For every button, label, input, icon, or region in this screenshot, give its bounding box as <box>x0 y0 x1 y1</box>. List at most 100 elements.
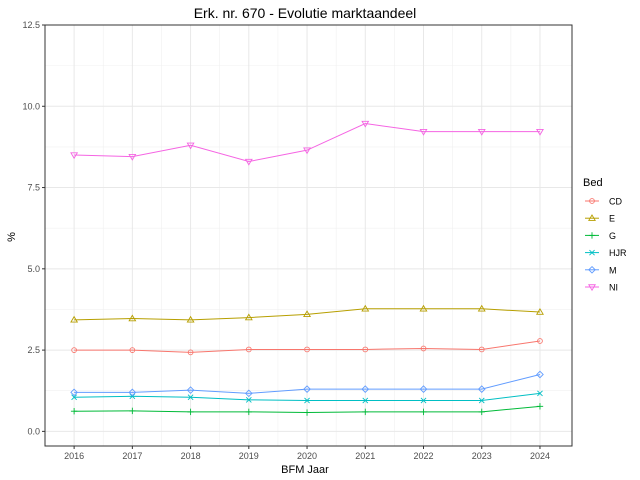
data-point-ni <box>535 128 544 136</box>
legend-title: Bed <box>583 177 603 189</box>
y-tick-label: 5.0 <box>27 264 40 274</box>
data-point-hjr <box>362 397 369 404</box>
legend-marker <box>588 265 596 274</box>
data-point-cd <box>537 338 543 344</box>
data-point-ni <box>477 128 486 136</box>
data-point-m <box>361 385 370 393</box>
x-tick-label: 2018 <box>181 451 201 461</box>
data-point-cd <box>478 346 485 353</box>
data-point-hjr <box>187 394 194 401</box>
series-line-ni <box>74 122 540 163</box>
data-point-cd <box>362 346 369 353</box>
data-point-e <box>361 304 370 312</box>
data-point-e <box>186 315 195 323</box>
data-point-e <box>419 304 428 312</box>
legend-marker <box>589 249 595 256</box>
data-point-m <box>70 388 78 397</box>
data-point-g <box>362 408 369 416</box>
legend-label: M <box>609 265 617 275</box>
legend-label: NI <box>609 283 618 293</box>
x-tick-label: 2016 <box>64 451 84 461</box>
y-tick-label: 12.5 <box>22 20 40 30</box>
legend: CD EG HJR M NI <box>585 197 627 293</box>
legend-label: G <box>609 231 616 241</box>
series-line-e <box>74 308 541 321</box>
series-line-m <box>74 373 541 394</box>
legend-item-e: E <box>585 214 615 224</box>
legend-label: HJR <box>609 248 627 258</box>
data-point-ni <box>303 147 312 155</box>
x-tick-label: 2023 <box>472 451 492 461</box>
data-point-hjr <box>245 396 252 403</box>
data-point-m <box>186 386 195 394</box>
y-axis-label: % <box>6 232 18 242</box>
data-point-e <box>128 314 137 322</box>
data-point-m <box>477 385 486 393</box>
y-tick-label: 10.0 <box>22 101 40 111</box>
data-point-g <box>245 408 253 416</box>
data-point-cd <box>304 346 310 353</box>
data-point-g <box>129 407 136 415</box>
data-point-ni <box>70 152 79 160</box>
data-point-e <box>70 315 79 323</box>
data-point-cd <box>187 349 194 356</box>
data-point-ni <box>128 153 137 161</box>
x-tick-label: 2021 <box>355 451 375 461</box>
series-line-cd <box>74 340 541 353</box>
data-point-g <box>70 408 78 415</box>
data-point-e <box>244 313 253 321</box>
data-point-ni <box>186 142 195 150</box>
plot-border <box>44 24 573 447</box>
data-point-g <box>536 403 544 410</box>
data-point-hjr <box>304 397 310 404</box>
data-point-m <box>419 385 428 393</box>
legend-item-ni: NI <box>585 283 618 293</box>
data-point-m <box>536 370 544 379</box>
data-point-g <box>187 408 194 416</box>
data-point-m <box>128 388 137 397</box>
data-point-m <box>303 385 311 393</box>
y-tick-label: 0.0 <box>27 426 40 436</box>
data-point-e <box>477 304 486 312</box>
data-point-hjr <box>420 397 427 404</box>
data-point-hjr <box>129 393 136 400</box>
data-point-hjr <box>478 397 485 404</box>
x-axis-label: BFM Jaar <box>281 464 329 476</box>
legend-marker <box>589 198 595 204</box>
legend-marker <box>588 214 596 221</box>
legend-item-hjr: HJR <box>585 248 627 258</box>
plot-background <box>45 25 572 446</box>
x-tick-label: 2019 <box>239 451 259 461</box>
plot-panel: 0.0 2.5 5.0 7.5 10.0 12.5 2016 2017 2018 2019 2020… <box>22 20 573 461</box>
data-point-cd <box>71 347 77 353</box>
data-point-ni <box>244 158 253 166</box>
data-point-hjr <box>537 390 543 397</box>
x-tick-label: 2020 <box>297 451 317 461</box>
data-point-hjr <box>71 394 77 401</box>
x-tick-label: 2017 <box>122 451 142 461</box>
legend-item-g: G <box>585 231 616 241</box>
y-tick-label: 2.5 <box>27 345 40 355</box>
data-point-cd <box>420 345 427 352</box>
data-point-ni <box>419 128 428 136</box>
chart-title: Erk. nr. 670 - Evolutie marktaandeel <box>194 5 417 21</box>
data-point-g <box>478 408 485 416</box>
legend-marker <box>588 232 596 239</box>
data-point-ni <box>361 120 370 128</box>
data-point-g <box>303 409 311 416</box>
data-point-m <box>244 389 253 398</box>
data-point-e <box>535 307 544 315</box>
data-point-e <box>303 310 312 318</box>
y-tick-label: 7.5 <box>27 183 40 193</box>
legend-marker <box>588 284 596 292</box>
x-tick-label: 2024 <box>530 451 550 461</box>
legend-label: CD <box>609 197 622 207</box>
legend-label: E <box>609 214 615 224</box>
legend-item-m: M <box>585 265 617 275</box>
data-point-g <box>420 408 427 416</box>
data-point-cd <box>245 346 252 353</box>
data-point-cd <box>129 347 136 353</box>
legend-item-cd: CD <box>585 197 622 207</box>
x-tick-label: 2022 <box>413 451 433 461</box>
